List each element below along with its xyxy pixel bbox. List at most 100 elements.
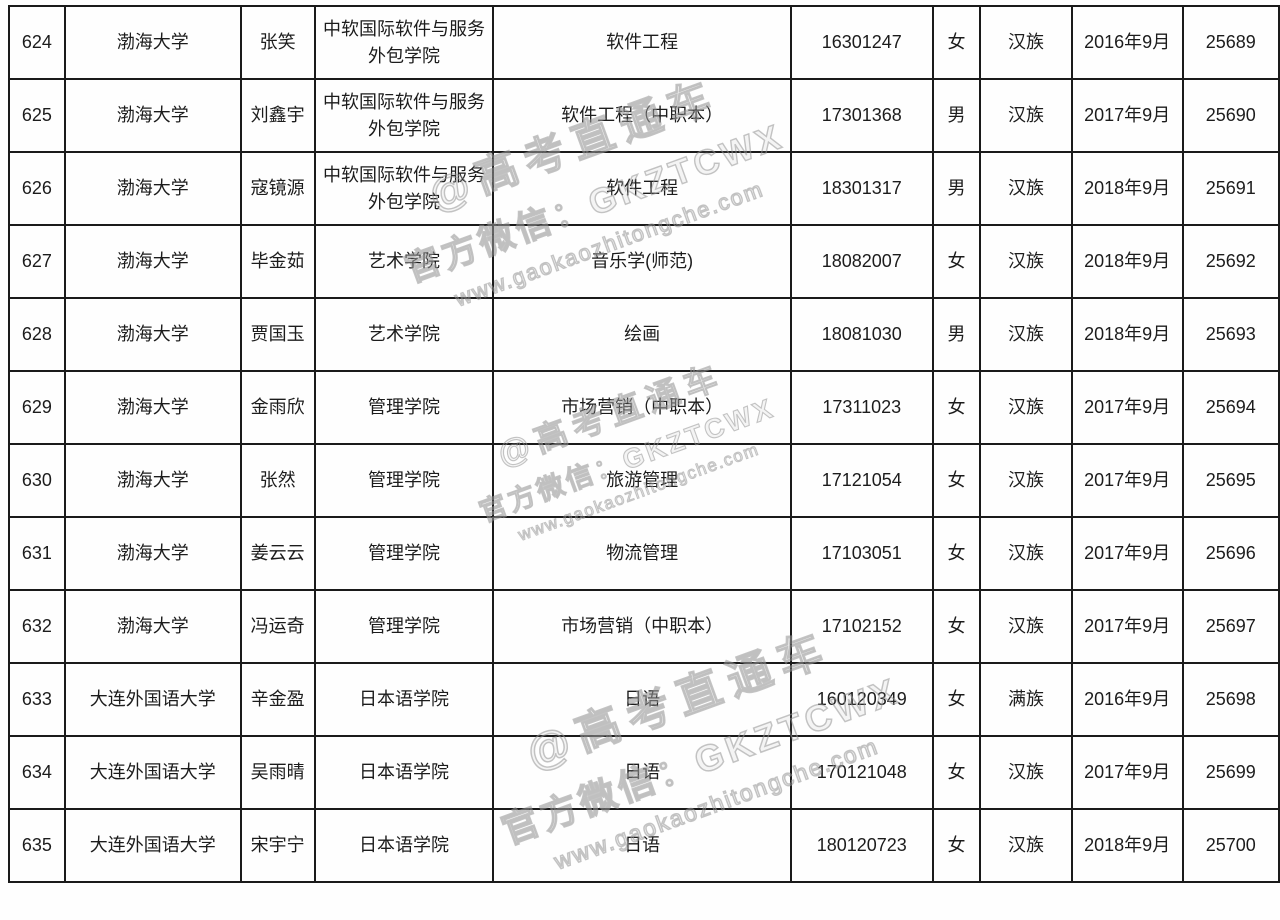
cell-university: 渤海大学 [63, 5, 242, 80]
cell-student_name: 毕金茹 [239, 224, 316, 299]
cell-major: 绘画 [492, 297, 792, 372]
cell-student_id: 18301317 [789, 151, 934, 226]
cell-student_name: 张然 [239, 443, 316, 518]
cell-enroll_date: 2017年9月 [1070, 516, 1184, 591]
cell-enroll_date: 2018年9月 [1070, 297, 1184, 372]
cell-ethnicity: 汉族 [979, 224, 1073, 299]
cell-college: 管理学院 [313, 589, 495, 664]
table-row: 631 渤海大学 姜云云 管理学院 物流管理 17103051 女汉族 2017年9月 2569… [8, 516, 1280, 591]
cell-college: 管理学院 [313, 370, 495, 445]
cell-college: 中软国际软件与服务 外包学院 [313, 5, 495, 80]
cell-university: 渤海大学 [63, 297, 242, 372]
cell-university: 大连外国语大学 [63, 735, 242, 810]
cell-major: 旅游管理 [492, 443, 792, 518]
cell-college: 日本语学院 [313, 808, 495, 883]
cell-serial_no: 25697 [1181, 589, 1280, 664]
cell-gender: 男 [931, 78, 982, 153]
cell-ethnicity: 汉族 [979, 443, 1073, 518]
cell-gender: 男 [931, 151, 982, 226]
cell-serial_no: 25689 [1181, 5, 1280, 80]
cell-gender: 女 [931, 808, 982, 883]
cell-student_id: 18082007 [789, 224, 934, 299]
cell-ethnicity: 汉族 [979, 78, 1073, 153]
cell-student_id: 160120349 [789, 662, 934, 737]
cell-gender: 女 [931, 516, 982, 591]
cell-student_name: 辛金盈 [239, 662, 316, 737]
cell-row_no: 629 [8, 370, 66, 445]
cell-university: 渤海大学 [63, 224, 242, 299]
cell-student_name: 冯运奇 [239, 589, 316, 664]
cell-ethnicity: 汉族 [979, 735, 1073, 810]
cell-major: 市场营销（中职本） [492, 370, 792, 445]
cell-major: 日语 [492, 662, 792, 737]
cell-college: 日本语学院 [313, 735, 495, 810]
cell-university: 大连外国语大学 [63, 662, 242, 737]
cell-gender: 女 [931, 443, 982, 518]
cell-major: 软件工程 [492, 5, 792, 80]
cell-serial_no: 25698 [1181, 662, 1280, 737]
cell-enroll_date: 2016年9月 [1070, 662, 1184, 737]
cell-university: 渤海大学 [63, 516, 242, 591]
cell-row_no: 631 [8, 516, 66, 591]
cell-student_id: 17103051 [789, 516, 934, 591]
cell-row_no: 634 [8, 735, 66, 810]
table-row: 627 渤海大学 毕金茹 艺术学院 音乐学(师范) 18082007 女汉族 2018年9月 2… [8, 224, 1280, 299]
cell-serial_no: 25695 [1181, 443, 1280, 518]
cell-major: 日语 [492, 735, 792, 810]
cell-row_no: 626 [8, 151, 66, 226]
cell-gender: 女 [931, 5, 982, 80]
cell-enroll_date: 2017年9月 [1070, 370, 1184, 445]
cell-university: 渤海大学 [63, 151, 242, 226]
cell-gender: 女 [931, 662, 982, 737]
cell-ethnicity: 汉族 [979, 808, 1073, 883]
cell-student_name: 宋宇宁 [239, 808, 316, 883]
cell-university: 渤海大学 [63, 370, 242, 445]
cell-university: 大连外国语大学 [63, 808, 242, 883]
cell-student_name: 寇镜源 [239, 151, 316, 226]
cell-student_name: 姜云云 [239, 516, 316, 591]
cell-college: 艺术学院 [313, 224, 495, 299]
cell-student_id: 16301247 [789, 5, 934, 80]
cell-major: 市场营销（中职本） [492, 589, 792, 664]
table-row: 629 渤海大学 金雨欣 管理学院 市场营销（中职本） 17311023 女汉族 2017年9… [8, 370, 1280, 445]
cell-student_id: 17102152 [789, 589, 934, 664]
cell-student_id: 17311023 [789, 370, 934, 445]
cell-enroll_date: 2018年9月 [1070, 151, 1184, 226]
cell-enroll_date: 2016年9月 [1070, 5, 1184, 80]
cell-student_id: 18081030 [789, 297, 934, 372]
cell-row_no: 632 [8, 589, 66, 664]
cell-serial_no: 25690 [1181, 78, 1280, 153]
cell-ethnicity: 汉族 [979, 589, 1073, 664]
cell-major: 音乐学(师范) [492, 224, 792, 299]
cell-serial_no: 25693 [1181, 297, 1280, 372]
table-row: 625 渤海大学 刘鑫宇 中软国际软件与服务 外包学院 软件工程（中职本） 1730136… [8, 78, 1280, 153]
cell-enroll_date: 2017年9月 [1070, 78, 1184, 153]
cell-row_no: 627 [8, 224, 66, 299]
cell-enroll_date: 2018年9月 [1070, 224, 1184, 299]
cell-enroll_date: 2017年9月 [1070, 735, 1184, 810]
cell-serial_no: 25696 [1181, 516, 1280, 591]
cell-college: 日本语学院 [313, 662, 495, 737]
cell-major: 日语 [492, 808, 792, 883]
cell-university: 渤海大学 [63, 78, 242, 153]
table-row: 624 渤海大学 张笑 中软国际软件与服务 外包学院 软件工程 16301247 女汉族 20… [8, 5, 1280, 80]
cell-college: 艺术学院 [313, 297, 495, 372]
cell-student_id: 180120723 [789, 808, 934, 883]
cell-row_no: 633 [8, 662, 66, 737]
table-row: 626 渤海大学 寇镜源 中软国际软件与服务 外包学院 软件工程 18301317 男汉族 2… [8, 151, 1280, 226]
cell-major: 软件工程 [492, 151, 792, 226]
cell-ethnicity: 满族 [979, 662, 1073, 737]
cell-gender: 男 [931, 297, 982, 372]
cell-serial_no: 25700 [1181, 808, 1280, 883]
cell-gender: 女 [931, 735, 982, 810]
cell-enroll_date: 2018年9月 [1070, 808, 1184, 883]
cell-major: 物流管理 [492, 516, 792, 591]
cell-ethnicity: 汉族 [979, 516, 1073, 591]
table-row: 628 渤海大学 贾国玉 艺术学院 绘画 18081030 男汉族 2018年9月 25693 [8, 297, 1280, 372]
table-row: 635 大连外国语大学 宋宇宁 日本语学院 日语 180120723 女汉族 2018年9月 2… [8, 808, 1280, 883]
cell-university: 渤海大学 [63, 589, 242, 664]
cell-college: 中软国际软件与服务 外包学院 [313, 78, 495, 153]
cell-student_name: 刘鑫宇 [239, 78, 316, 153]
cell-gender: 女 [931, 224, 982, 299]
